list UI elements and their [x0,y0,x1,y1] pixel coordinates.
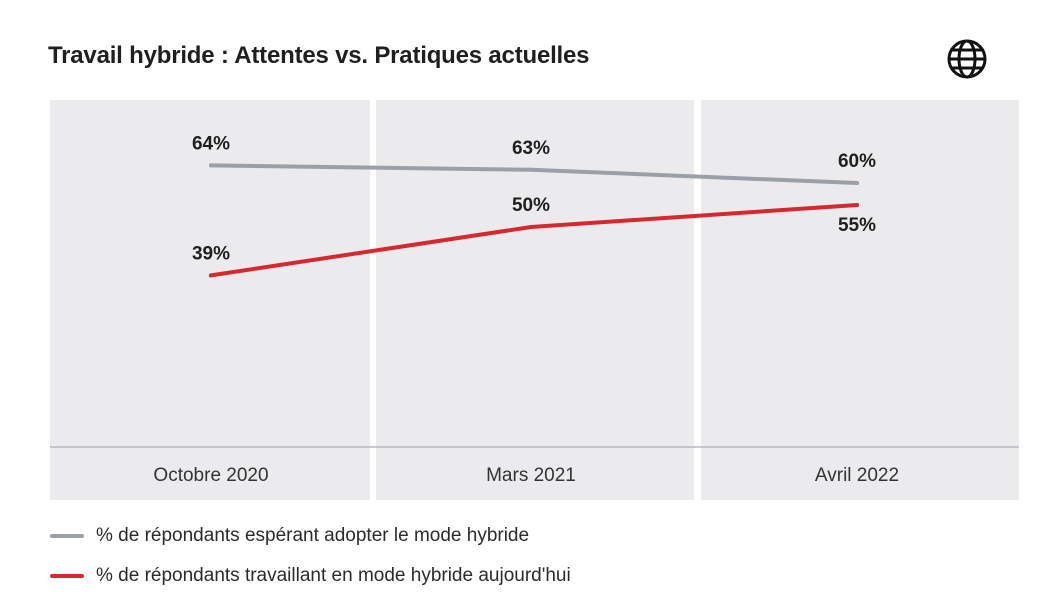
data-point [529,167,533,172]
x-tick-label: Avril 2022 [815,465,899,486]
x-tick-label: Mars 2021 [486,465,576,486]
legend-item-actual: % de répondants travaillant en mode hybr… [50,562,571,590]
data-point [209,163,213,168]
legend-swatch-actual [50,574,84,578]
data-label: 64% [192,133,230,154]
data-label: 63% [512,138,550,159]
data-point [529,225,533,229]
plot-panel-1 [50,100,370,500]
legend-swatch-expected [50,534,84,538]
legend-label-expected: % de répondants espérant adopter le mode… [96,525,530,546]
data-point [855,181,859,185]
legend-item-expected: % de répondants espérant adopter le mode… [50,522,571,550]
data-label: 39% [192,243,230,264]
plot-panel-3 [701,100,1019,500]
data-label: 55% [838,215,876,236]
x-tick-label: Octobre 2020 [153,465,268,486]
data-label: 60% [838,151,876,172]
data-point [209,273,213,278]
plot-panel-2 [376,100,694,500]
data-point [855,203,859,207]
legend: % de répondants espérant adopter le mode… [50,522,571,601]
data-label: 50% [512,195,550,216]
chart-title: Travail hybride : Attentes vs. Pratiques… [48,42,590,69]
globe-icon[interactable] [946,38,988,80]
legend-label-actual: % de répondants travaillant en mode hybr… [96,565,571,586]
